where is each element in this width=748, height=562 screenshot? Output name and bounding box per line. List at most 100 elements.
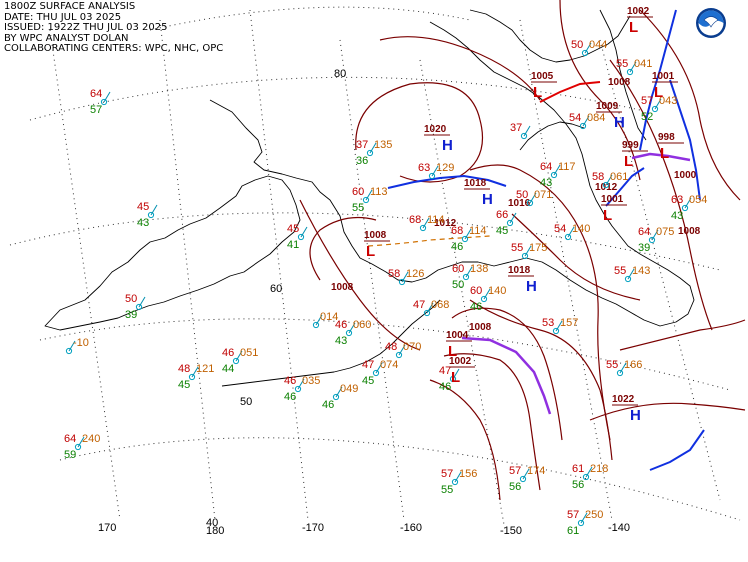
station-temperature: 61 (572, 463, 584, 475)
grid-label: 50 (240, 396, 252, 408)
station-temperature: 68 (451, 225, 463, 237)
station-plot: 57 52 043 (641, 95, 677, 123)
isobar-label: 1008 (331, 282, 354, 293)
wind-barb (77, 436, 85, 448)
station-temperature: 46 (284, 375, 296, 387)
wind-barb (235, 350, 243, 362)
station-circle (147, 211, 155, 219)
station-circle (366, 149, 374, 157)
station-pressure: 218 (590, 463, 608, 475)
station-circle (100, 98, 108, 106)
station-dewpoint: 50 (452, 279, 464, 291)
arctic-islands (469, 9, 631, 63)
station-plot: 46 46 035 (284, 375, 320, 403)
header-line-centers: COLLABORATING CENTERS: WPC, NHC, OPC (4, 43, 224, 54)
wind-barb (522, 468, 530, 480)
isobar-label: 1000 (674, 170, 697, 181)
center-pressure-value: 1018 (508, 265, 531, 276)
fronts (387, 9, 705, 471)
station-plot: 63 129 (418, 162, 454, 180)
high-pressure-center: 1018 H (508, 265, 537, 295)
wind-barb (431, 165, 439, 177)
station-pressure: 240 (82, 433, 100, 445)
station-temperature: 55 (511, 242, 523, 254)
wind-barb (483, 288, 491, 300)
station-temperature: 64 (64, 433, 76, 445)
station-plot: 58 126 (388, 268, 424, 286)
station-plot: 55 166 (606, 359, 642, 377)
station-pressure: 143 (632, 265, 650, 277)
station-temperature: 48 (385, 341, 397, 353)
station-plot: 48 45 121 (178, 363, 214, 391)
center-letter: H (614, 114, 625, 131)
station-pressure: 054 (689, 194, 707, 206)
station-pressure: 140 (572, 223, 590, 235)
wind-barb (68, 340, 76, 352)
grid-label: 40 (206, 517, 218, 529)
station-temperature: 57 (567, 509, 579, 521)
station-pressure: 068 (431, 299, 449, 311)
high-pressure-center: 1018 H (464, 178, 493, 208)
station-temperature: 63 (418, 162, 430, 174)
station-temperature: 50 (125, 293, 137, 305)
station-dewpoint: 46 (284, 391, 296, 403)
station-dewpoint: 55 (441, 484, 453, 496)
station-plot: 47 45 074 (362, 359, 398, 387)
center-letter: H (442, 137, 453, 154)
station-circle (332, 393, 340, 401)
station-dewpoint: 41 (287, 239, 299, 251)
header-line-title: 1800Z SURFACE ANALYSIS (4, 1, 136, 12)
cold-front-southeast (649, 429, 705, 471)
station-pressure: 250 (585, 509, 603, 521)
station-circle (395, 351, 403, 359)
low-pressure-center: 999 L (622, 140, 648, 170)
coastlines (44, 9, 695, 387)
station-temperature: 64 (540, 161, 552, 173)
station-dewpoint: 61 (567, 525, 579, 537)
cold-front-east (639, 9, 677, 151)
high-pressure-center: 1020 H (424, 124, 453, 154)
grid-label: -170 (302, 522, 324, 534)
station-plot: 63 43 054 (671, 194, 707, 222)
station-dewpoint: 43 (540, 177, 552, 189)
station-plot: 57 55 156 (441, 468, 477, 496)
station-circle (616, 369, 624, 377)
station-circle (345, 329, 353, 337)
station-circle (419, 224, 427, 232)
station-circle (462, 273, 470, 281)
station-temperature: 46 (222, 347, 234, 359)
center-pressure-value: 1001 (652, 71, 675, 82)
station-circle (519, 475, 527, 483)
wind-barb (401, 271, 409, 283)
station-temperature: 47 (413, 299, 425, 311)
station-pressure: 014 (320, 311, 338, 323)
wind-barb (585, 466, 593, 478)
station-pressure: 157 (560, 317, 578, 329)
station-circle (581, 49, 589, 57)
station-circle (480, 295, 488, 303)
station-plot: 53 157 (542, 317, 578, 335)
occluded-front (631, 152, 691, 162)
warm-front (539, 81, 601, 103)
station-plot: 64 59 240 (64, 433, 100, 461)
station-circle (577, 519, 585, 527)
station-pressure: 117 (558, 161, 576, 173)
center-pressure-value: 1020 (424, 124, 447, 135)
center-pressure-value: 1002 (627, 6, 650, 17)
station-temperature: 46 (335, 319, 347, 331)
station-pressure: 114 (427, 214, 445, 226)
center-letter: L (533, 84, 542, 101)
grid-label: -150 (500, 525, 522, 537)
station-temperature: 57 (641, 95, 653, 107)
low-pressure-center: 1002 L (449, 356, 475, 386)
station-circle (681, 204, 689, 212)
station-dewpoint: 56 (509, 481, 521, 493)
wind-barb (627, 268, 635, 280)
center-pressure-value: 1001 (601, 194, 624, 205)
station-circle (135, 303, 143, 311)
station-plot: 68 114 (409, 214, 445, 232)
station-pressure: 166 (624, 359, 642, 371)
header-line-issued: ISSUED: 1922Z THU JUL 03 2025 (4, 22, 168, 33)
